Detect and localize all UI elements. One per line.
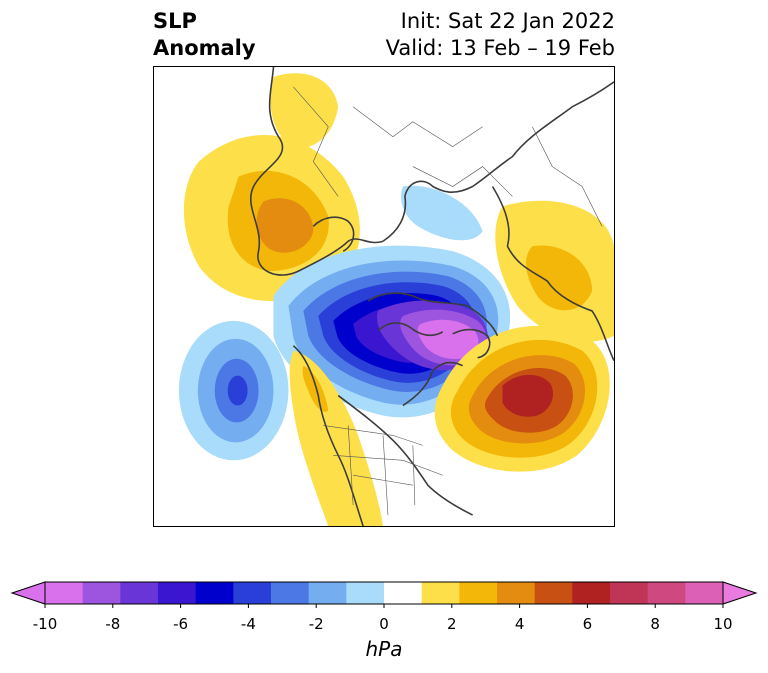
pacific-negative-anomaly	[178, 320, 289, 461]
colorbar-tick-label: -4	[240, 615, 256, 633]
valid-dates: Valid: 13 Feb – 19 Feb	[385, 36, 615, 60]
colorbar-bin	[647, 582, 686, 604]
colorbar-bin	[271, 582, 310, 604]
colorbar-under-arrow	[10, 581, 46, 605]
colorbar-bin	[421, 582, 460, 604]
title-line-2: Anomaly	[153, 36, 256, 60]
colorbar-tick-label: -2	[308, 615, 324, 633]
colorbar-bin	[82, 582, 121, 604]
plot-title: SLP Anomaly	[153, 8, 256, 62]
atlantic-positive-anomaly	[434, 325, 610, 472]
eurasia-positive-anomaly	[183, 73, 360, 302]
colorbar-unit-label: hPa	[365, 637, 403, 661]
colorbar-bin	[346, 582, 385, 604]
colorbar-bin	[534, 582, 573, 604]
colorbar-over-arrow	[722, 581, 758, 605]
colorbar-tick-label: -10	[32, 615, 58, 633]
colorbar-bin	[120, 582, 159, 604]
coastlines	[249, 67, 614, 526]
colorbar-bin	[685, 582, 724, 604]
siberia-negative-anomaly	[401, 185, 483, 241]
colorbar-bin	[158, 582, 197, 604]
colorbar-bin	[610, 582, 649, 604]
colorbar-bin	[308, 582, 347, 604]
colorbar-bin	[497, 582, 536, 604]
colorbar-bin	[572, 582, 611, 604]
colorbar-tick-label: -6	[173, 615, 189, 633]
colorbar-tick-label: 8	[650, 615, 660, 633]
init-date: Init: Sat 22 Jan 2022	[400, 9, 615, 33]
colorbar-bin	[233, 582, 272, 604]
colorbar-tick-label: -8	[105, 615, 121, 633]
forecast-dates: Init: Sat 22 Jan 2022 Valid: 13 Feb – 19…	[386, 8, 615, 62]
colorbar-tick-label: 6	[582, 615, 593, 633]
title-line-1: SLP	[153, 9, 197, 33]
east-asia-positive-anomaly	[495, 200, 614, 342]
colorbar-bin	[384, 582, 423, 604]
colorbar-bin	[195, 582, 234, 604]
political-borders	[293, 86, 603, 516]
anomaly-map	[153, 66, 615, 527]
colorbar-tick-label: 10	[713, 615, 733, 633]
colorbar-tick-label: 0	[379, 615, 389, 633]
colorbar	[10, 581, 758, 608]
colorbar-bin	[459, 582, 498, 604]
western-na-positive-core	[302, 365, 329, 412]
colorbar-tick-label: 2	[447, 615, 457, 633]
colorbar-bin	[45, 582, 84, 604]
polar-negative-anomaly	[273, 245, 511, 418]
colorbar-tick-label: 4	[514, 615, 525, 633]
